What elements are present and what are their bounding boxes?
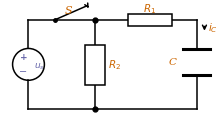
Text: C: C (169, 58, 177, 67)
Text: +: + (20, 53, 27, 62)
Text: $i_C$: $i_C$ (209, 22, 218, 35)
Text: $u_s$: $u_s$ (34, 61, 45, 72)
Bar (85, 45, 105, 85)
Text: S: S (64, 6, 72, 16)
Text: $R_2$: $R_2$ (108, 58, 122, 72)
Text: $R_1$: $R_1$ (143, 2, 156, 16)
Text: −: − (19, 67, 28, 77)
Bar (128, 14, 172, 26)
